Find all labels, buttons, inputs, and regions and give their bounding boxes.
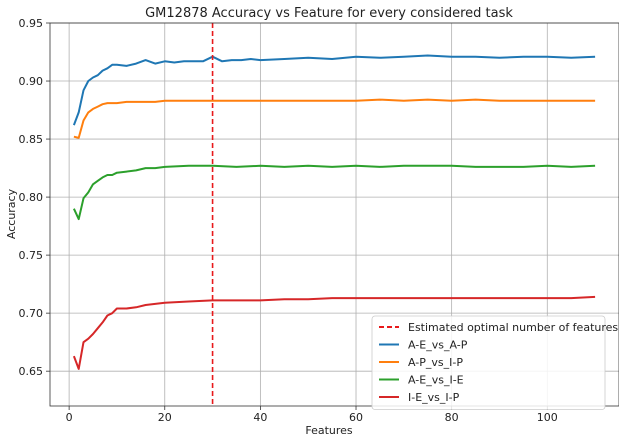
x-tick-label: 0 xyxy=(66,411,73,424)
legend-box xyxy=(371,315,606,410)
y-tick-label: 0.75 xyxy=(19,249,44,262)
y-tick-label: 0.90 xyxy=(19,75,44,88)
series-layer xyxy=(72,23,596,406)
legend-label: Estimated optimal number of features xyxy=(408,321,618,334)
x-tick-label: 80 xyxy=(445,411,459,424)
legend: Estimated optimal number of features A-E_… xyxy=(371,315,618,410)
y-axis-label: Accuracy xyxy=(5,188,18,239)
y-tick-label: 0.80 xyxy=(19,191,44,204)
x-tick-label: 20 xyxy=(158,411,172,424)
legend-label: A-E_vs_I-E xyxy=(408,374,464,387)
y-tick-label: 0.85 xyxy=(19,133,44,146)
chart-title: GM12878 Accuracy vs Feature for every co… xyxy=(145,6,513,21)
y-tick-label: 0.70 xyxy=(19,307,44,320)
x-axis-label: Features xyxy=(305,424,353,437)
x-tick-label: 40 xyxy=(253,411,267,424)
legend-label: A-P_vs_I-P xyxy=(408,356,463,369)
legend-label: I-E_vs_I-P xyxy=(408,391,460,404)
plot-frame xyxy=(49,22,619,407)
legend-label: A-E_vs_A-P xyxy=(408,339,468,352)
y-tick-label: 0.65 xyxy=(19,365,44,378)
x-tick-label: 60 xyxy=(349,411,363,424)
series-line-3 xyxy=(72,164,596,221)
series-line-1 xyxy=(72,54,596,126)
y-tick-label: 0.95 xyxy=(19,17,44,30)
series-line-2 xyxy=(73,98,596,139)
series-line-4 xyxy=(72,295,596,370)
x-tick-label: 100 xyxy=(537,411,558,424)
